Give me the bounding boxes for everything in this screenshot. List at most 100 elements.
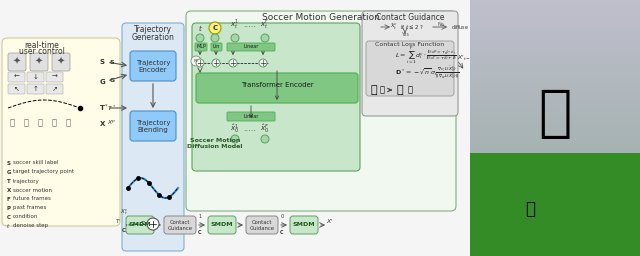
Text: MLP: MLP — [196, 45, 206, 49]
Text: $x_t^1$: $x_t^1$ — [230, 17, 239, 31]
Text: C: C — [280, 229, 284, 234]
Text: $\mathbf{D}^* = -\sqrt{n}\,\sigma_t \frac{\nabla_{x_t^c}L(\hat{X}_0^c)}{\|\nabla: $\mathbf{D}^* = -\sqrt{n}\,\sigma_t \fra… — [395, 65, 460, 81]
Text: Trajectory: Trajectory — [134, 26, 172, 35]
Text: C: C — [122, 229, 126, 233]
Text: 🏃: 🏃 — [539, 87, 572, 141]
FancyBboxPatch shape — [27, 84, 44, 94]
Text: 🚶: 🚶 — [10, 119, 15, 127]
Circle shape — [209, 22, 221, 34]
Text: $\mathbf{C}$: $\mathbf{C}$ — [6, 213, 12, 221]
Text: SMDM: SMDM — [129, 222, 151, 228]
Text: trajectory: trajectory — [13, 178, 40, 184]
FancyBboxPatch shape — [27, 72, 44, 82]
Circle shape — [191, 56, 201, 66]
Circle shape — [211, 34, 219, 42]
Text: ←: ← — [13, 74, 19, 80]
FancyBboxPatch shape — [227, 112, 275, 121]
Text: SMDM: SMDM — [292, 222, 316, 228]
FancyBboxPatch shape — [196, 73, 358, 103]
FancyBboxPatch shape — [8, 72, 25, 82]
Text: Trajectory: Trajectory — [136, 60, 170, 66]
Text: $\mathbf{S}$: $\mathbf{S}$ — [99, 58, 106, 67]
Text: Generation: Generation — [132, 33, 175, 41]
Text: $T'$: $T'$ — [115, 218, 122, 226]
Text: future frames: future frames — [13, 197, 51, 201]
Circle shape — [212, 59, 220, 67]
Text: Contact Guidance: Contact Guidance — [376, 14, 444, 23]
Text: soccer motion: soccer motion — [13, 187, 52, 193]
Text: ↓: ↓ — [33, 74, 38, 80]
Text: Encoder: Encoder — [139, 67, 167, 73]
Text: SMDM: SMDM — [211, 222, 234, 228]
Text: $\mathbf{S}$: $\mathbf{S}$ — [6, 159, 12, 167]
Text: +: + — [230, 59, 236, 68]
Text: $T^*$: $T^*$ — [108, 103, 116, 113]
Text: $X^p$: $X^p$ — [108, 119, 116, 127]
Circle shape — [231, 34, 239, 42]
Circle shape — [229, 59, 237, 67]
Text: $T'$: $T'$ — [140, 220, 147, 228]
Text: denoise step: denoise step — [13, 223, 48, 229]
Text: past frames: past frames — [13, 206, 46, 210]
Text: 👟: 👟 — [408, 86, 413, 94]
Text: →: → — [52, 74, 58, 80]
Text: ✦: ✦ — [13, 57, 21, 67]
Text: PE: PE — [193, 59, 198, 63]
Text: ↖: ↖ — [13, 86, 19, 92]
Text: Contact Loss Function: Contact Loss Function — [376, 41, 445, 47]
Text: ⚽: ⚽ — [371, 85, 378, 95]
FancyBboxPatch shape — [30, 53, 48, 71]
Text: Diffusion Model: Diffusion Model — [188, 144, 243, 150]
FancyBboxPatch shape — [46, 84, 63, 94]
Text: Yes: Yes — [401, 31, 409, 37]
Text: C: C — [212, 25, 218, 31]
FancyBboxPatch shape — [122, 23, 184, 251]
Text: Lin: Lin — [213, 45, 220, 49]
Text: $\hat{x}_0^F$: $\hat{x}_0^F$ — [260, 122, 269, 136]
Text: $t$: $t$ — [198, 23, 202, 33]
Text: user control: user control — [19, 48, 65, 57]
Text: $\hat{x}_t^c$: $\hat{x}_t^c$ — [390, 22, 398, 32]
Text: Soccer Motion Generation: Soccer Motion Generation — [262, 14, 380, 23]
Text: ↗: ↗ — [52, 86, 58, 92]
Text: ·····: ····· — [243, 127, 257, 136]
Text: ✦: ✦ — [57, 57, 65, 67]
FancyBboxPatch shape — [8, 84, 25, 94]
Text: ·····: ····· — [243, 24, 257, 33]
Text: if $t \leq 2$ ?: if $t \leq 2$ ? — [400, 23, 424, 31]
FancyBboxPatch shape — [290, 216, 318, 234]
FancyBboxPatch shape — [362, 11, 458, 116]
Text: C: C — [198, 229, 202, 234]
FancyBboxPatch shape — [52, 53, 70, 71]
Text: Guidance: Guidance — [250, 226, 275, 230]
Text: Contact: Contact — [170, 219, 190, 225]
Text: $\mathbf{X}$: $\mathbf{X}$ — [6, 186, 12, 194]
Text: +: + — [212, 59, 220, 68]
Text: Trajectory: Trajectory — [136, 120, 170, 126]
Text: S: S — [109, 59, 115, 65]
Circle shape — [196, 59, 204, 67]
Text: $X'$: $X'$ — [326, 218, 334, 227]
Text: 👟: 👟 — [380, 86, 385, 94]
FancyBboxPatch shape — [246, 216, 278, 234]
Text: $t$: $t$ — [6, 222, 10, 230]
Text: +: + — [196, 59, 204, 68]
FancyBboxPatch shape — [46, 72, 63, 82]
Text: $\hat{x}_0^1$: $\hat{x}_0^1$ — [230, 122, 239, 136]
Text: $\mathbf{G}$: $\mathbf{G}$ — [6, 168, 12, 176]
FancyBboxPatch shape — [186, 11, 456, 211]
Text: +: + — [260, 59, 266, 68]
Text: 🚶: 🚶 — [51, 119, 56, 127]
Text: ⚽: ⚽ — [525, 200, 535, 218]
Text: $\mathbf{T}$: $\mathbf{T}$ — [6, 177, 12, 185]
Text: $0$: $0$ — [280, 212, 284, 220]
Circle shape — [261, 135, 269, 143]
Text: G: G — [109, 79, 115, 83]
FancyBboxPatch shape — [8, 53, 26, 71]
Text: ↑: ↑ — [33, 86, 38, 92]
FancyBboxPatch shape — [130, 111, 176, 141]
Text: $L = \sum_{i=1}^F d^c_i \cdot \frac{\mathbf{I}(d^c>\tau_d)\cdot \dot{c}_i}{\math: $L = \sum_{i=1}^F d^c_i \cdot \frac{\mat… — [395, 46, 457, 66]
Circle shape — [147, 218, 159, 230]
Text: Blending: Blending — [138, 127, 168, 133]
Text: $X_t^c$: $X_t^c$ — [120, 207, 128, 217]
